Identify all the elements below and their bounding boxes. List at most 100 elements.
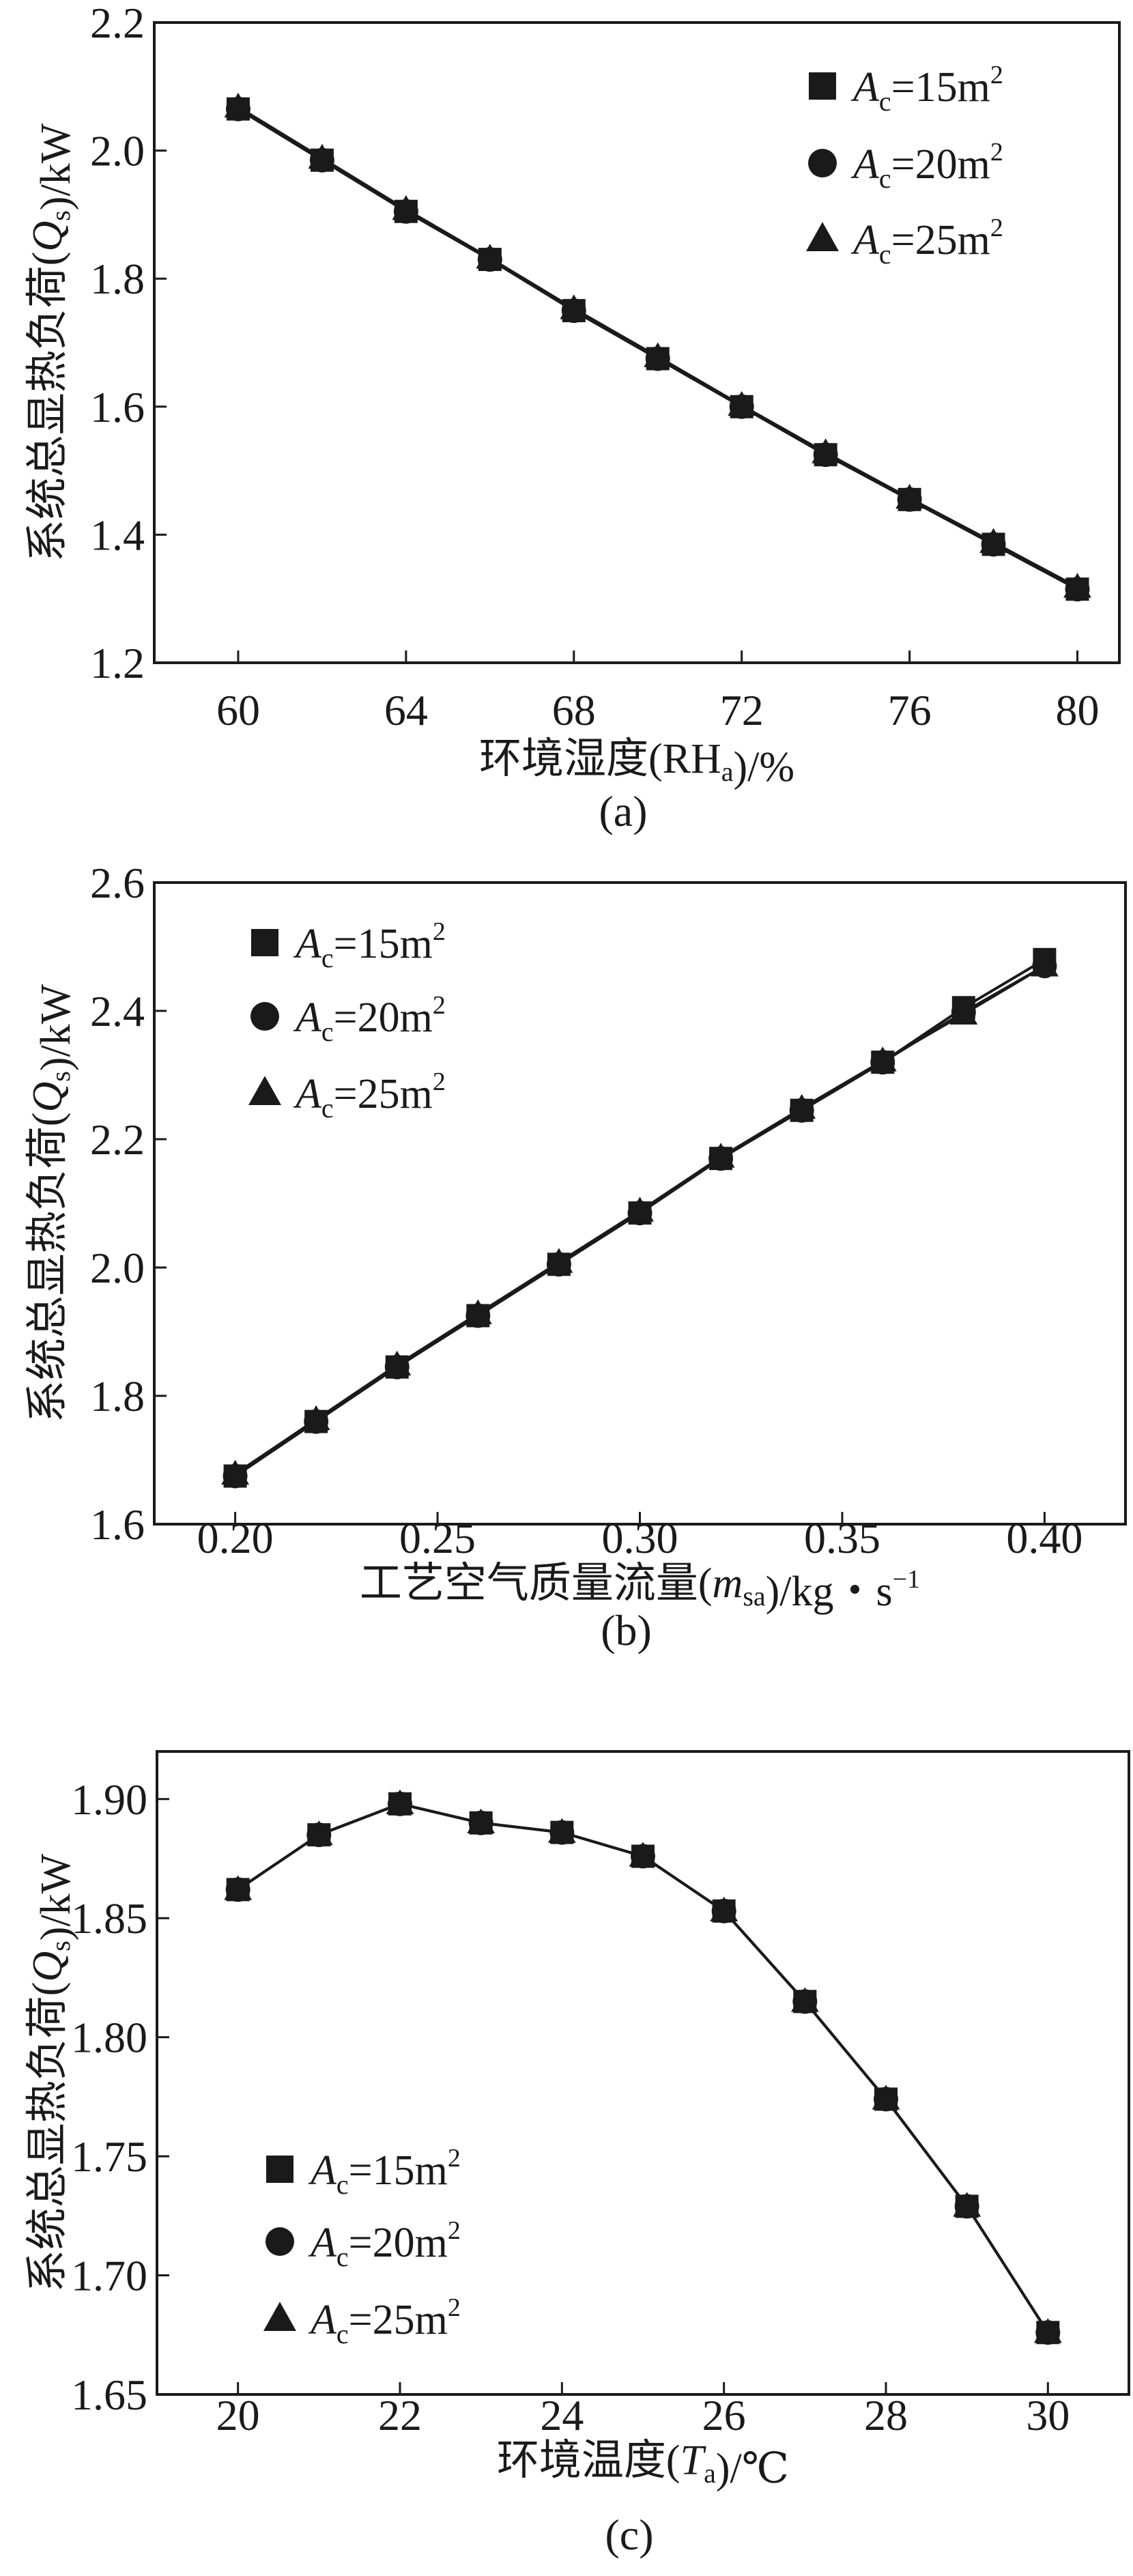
- data-point-triangle: [710, 1896, 738, 1922]
- data-point-triangle: [308, 143, 336, 169]
- data-point-triangle: [868, 1046, 897, 1072]
- data-point-triangle: [1033, 2318, 1062, 2343]
- legend: Ac=15m2 Ac=20m2 Ac=25m2: [248, 917, 446, 1124]
- data-point-triangle: [979, 528, 1007, 553]
- data-point-triangle: [790, 1987, 819, 2012]
- data-point-triangle: [304, 1820, 333, 1846]
- data-point-triangle: [1031, 951, 1059, 977]
- data-point-triangle: [872, 2085, 900, 2110]
- y-axis-label: 系统总显热负荷(Qs)/kW: [25, 1853, 79, 2292]
- x-tick-label: 24: [540, 2391, 584, 2439]
- data-point-triangle: [383, 1350, 412, 1376]
- x-tick-label: 80: [1056, 686, 1100, 734]
- legend-label: Ac=25m2: [293, 1068, 446, 1124]
- legend-marker-triangle: [263, 2302, 296, 2331]
- data-point-triangle: [467, 1808, 496, 1833]
- data-point-triangle: [812, 438, 840, 463]
- chart-panel-b: 0.20 0.25 0.30 0.35 0.40 1.6 1.8 2.0 2.2 2.4 2.6 工艺…: [25, 859, 1127, 1655]
- x-tick-label: 72: [720, 686, 764, 734]
- legend: Ac=15m2 Ac=20m2 Ac=25m2: [806, 61, 1003, 270]
- data-point-triangle: [728, 390, 756, 416]
- data-point-triangle: [224, 92, 253, 118]
- y-tick-label: 2.4: [90, 987, 145, 1035]
- x-tick-label: 64: [384, 686, 428, 734]
- data-point-triangle: [545, 1248, 573, 1273]
- data-point-triangle: [560, 294, 588, 319]
- panel-caption: (a): [599, 787, 647, 835]
- data-point-triangle: [626, 1197, 654, 1222]
- y-axis-label: 系统总显热负荷(Qs)/kW: [25, 984, 79, 1422]
- panel-caption: (c): [605, 2510, 653, 2559]
- data-point-triangle: [706, 1143, 735, 1168]
- legend-label: Ac=25m2: [308, 2293, 461, 2349]
- x-tick-label: 0.20: [197, 1514, 274, 1562]
- x-tick-label: 20: [216, 2391, 260, 2439]
- panel-caption: (b): [601, 1606, 652, 1655]
- x-tick-label: 0.35: [804, 1514, 880, 1562]
- data-point-triangle: [1063, 573, 1091, 598]
- y-tick-label: 1.8: [90, 1372, 145, 1420]
- y-tick-label: 2.0: [90, 1244, 145, 1292]
- plot-frame: [153, 21, 1121, 664]
- legend-label: Ac=20m2: [293, 991, 446, 1047]
- y-tick-label: 1.90: [71, 1775, 147, 1824]
- data-point-triangle: [476, 244, 504, 269]
- legend-label: Ac=20m2: [308, 2216, 461, 2272]
- x-tick-label: 22: [378, 2391, 422, 2439]
- x-axis-label: 环境温度(Ta)/℃: [497, 2437, 789, 2492]
- plot-frame: [156, 1750, 1130, 2396]
- legend-marker-square: [809, 72, 836, 100]
- x-tick-label: 30: [1026, 2391, 1070, 2439]
- x-tick-label: 0.40: [1006, 1514, 1082, 1562]
- data-point-triangle: [949, 999, 978, 1025]
- y-axis-label: 系统总显热负荷(Qs)/kW: [25, 123, 79, 562]
- data-point-triangle: [788, 1093, 816, 1119]
- data-point-triangle: [895, 483, 924, 509]
- y-tick-label: 2.2: [90, 1115, 145, 1164]
- legend-marker-circle: [266, 2227, 294, 2256]
- x-axis-label: 环境湿度(RHa)/%: [479, 736, 794, 790]
- legend-marker-square: [251, 929, 278, 956]
- data-point-triangle: [547, 1818, 576, 1843]
- legend-label: Ac=25m2: [850, 214, 1003, 270]
- legend-label: Ac=15m2: [293, 917, 446, 973]
- data-point-triangle: [386, 1789, 414, 1815]
- legend-marker-circle: [808, 149, 837, 177]
- legend-label: Ac=15m2: [308, 2144, 461, 2200]
- x-tick-label: 60: [216, 686, 260, 734]
- chart-panel-a: 60 64 68 72 76 80 1.2 1.4 1.6 1.8 2.0 2.2 环境湿度(RHa)/…: [25, 0, 1121, 835]
- legend-marker-circle: [250, 1002, 279, 1031]
- legend-marker-triangle: [806, 222, 839, 251]
- x-tick-label: 28: [864, 2391, 908, 2439]
- legend-marker-square: [266, 2156, 293, 2183]
- x-tick-label: 0.30: [602, 1514, 678, 1562]
- y-tick-label: 2.0: [90, 127, 145, 175]
- y-tick-label: 1.65: [71, 2371, 147, 2419]
- x-tick-label: 68: [552, 686, 596, 734]
- data-point-triangle: [953, 2192, 981, 2217]
- data-point-triangle: [463, 1299, 492, 1324]
- legend-marker-triangle: [248, 1076, 281, 1105]
- data-point-triangle: [644, 342, 672, 367]
- legend: Ac=15m2 Ac=20m2 Ac=25m2: [263, 2144, 461, 2349]
- chart-panel-c: 20 22 24 26 28 30 1.65 1.70 1.75 1.80 1.85 1.90 环境温度…: [25, 1750, 1130, 2559]
- legend-label: Ac=20m2: [850, 138, 1003, 194]
- y-tick-label: 1.80: [71, 2014, 147, 2062]
- y-tick-label: 1.75: [71, 2132, 147, 2181]
- data-point-triangle: [392, 195, 420, 220]
- y-tick-label: 2.6: [90, 859, 145, 907]
- x-tick-label: 0.25: [399, 1514, 476, 1562]
- legend-label: Ac=15m2: [850, 61, 1003, 117]
- data-point-triangle: [224, 1875, 253, 1900]
- y-tick-label: 1.4: [90, 511, 145, 559]
- y-tick-label: 1.2: [90, 639, 145, 687]
- x-axis-label: 工艺空气质量流量(msa)/kg・s−1: [360, 1560, 920, 1615]
- y-tick-label: 1.85: [71, 1894, 147, 1943]
- y-tick-label: 1.6: [90, 1500, 145, 1549]
- data-point-triangle: [221, 1459, 249, 1485]
- y-tick-label: 1.70: [71, 2252, 147, 2300]
- x-tick-label: 76: [888, 686, 932, 734]
- data-point-triangle: [629, 1842, 657, 1867]
- x-tick-label: 26: [702, 2391, 746, 2439]
